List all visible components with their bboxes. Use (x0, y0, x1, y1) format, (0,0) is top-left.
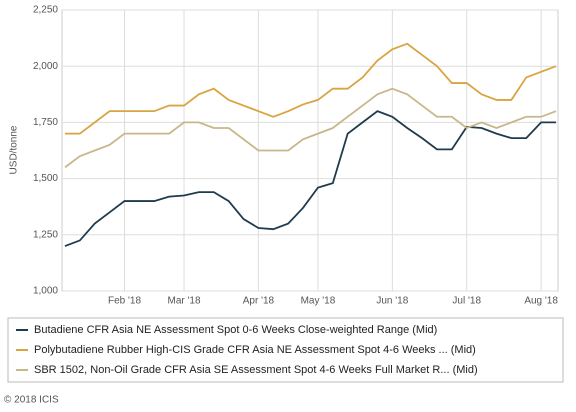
y-tick-label: 1,250 (33, 229, 58, 240)
x-tick-label: May '18 (301, 296, 336, 307)
x-tick-label: Aug '18 (524, 296, 558, 307)
y-tick-label: 1,000 (33, 286, 58, 297)
footer: © 2018 ICIS (4, 395, 59, 406)
y-tick-label: 1,500 (33, 173, 58, 184)
plot-frame (61, 9, 559, 292)
legend-label: Butadiene CFR Asia NE Assessment Spot 0-… (34, 324, 437, 336)
legend-label: Polybutadiene Rubber High-CIS Grade CFR … (34, 344, 476, 356)
y-tick-label: 2,000 (33, 61, 58, 72)
x-tick-label: Jun '18 (376, 296, 408, 307)
legend-label: SBR 1502, Non-Oil Grade CFR Asia SE Asse… (34, 364, 478, 376)
series-line (64, 110, 556, 247)
x-tick-label: Jul '18 (452, 296, 481, 307)
series-line (64, 87, 557, 169)
legend-box (7, 317, 564, 383)
x-tick-label: Mar '18 (168, 296, 201, 307)
x-tick-label: Apr '18 (243, 296, 275, 307)
y-axis-label: USD/tonne (9, 125, 20, 174)
x-tick-label: Feb '18 (108, 296, 141, 307)
y-tick-label: 2,250 (33, 5, 58, 16)
y-tick-label: 1,750 (33, 117, 58, 128)
series-line (65, 42, 557, 135)
